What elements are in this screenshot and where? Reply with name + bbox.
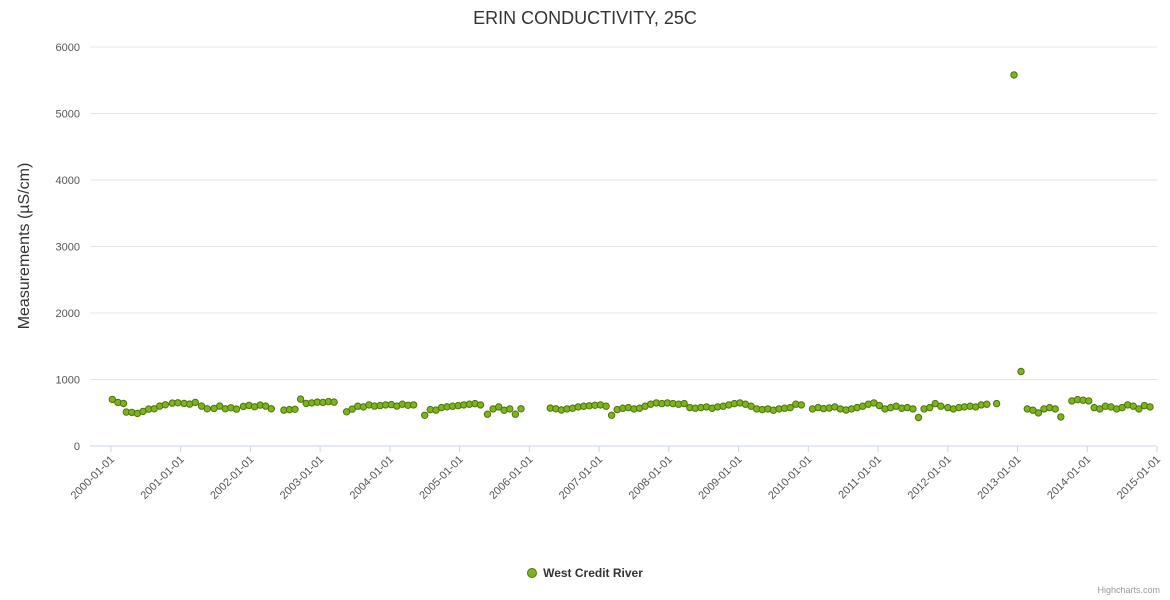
- data-point[interactable]: [348, 405, 356, 413]
- data-point[interactable]: [409, 401, 418, 409]
- x-tick-label: 2014-01-01: [1045, 454, 1093, 502]
- x-tick-label: 2005-01-01: [417, 454, 465, 502]
- data-point[interactable]: [914, 413, 923, 422]
- data-point[interactable]: [511, 410, 520, 418]
- data-point[interactable]: [495, 403, 503, 411]
- data-point[interactable]: [330, 398, 338, 406]
- x-tick-label: 2015-01-01: [1115, 454, 1163, 502]
- y-tick-label: 2000: [56, 308, 80, 320]
- x-tick-label: 2009-01-01: [696, 454, 744, 502]
- data-point[interactable]: [1146, 403, 1154, 411]
- chart-title: ERIN CONDUCTIVITY, 25C: [473, 8, 697, 28]
- x-tick-label: 2006-01-01: [487, 454, 535, 502]
- x-tick-label: 2004-01-01: [348, 454, 396, 502]
- data-point[interactable]: [1010, 71, 1018, 79]
- legend-marker-icon: [527, 568, 538, 578]
- data-point[interactable]: [267, 405, 275, 413]
- data-point[interactable]: [1051, 405, 1059, 413]
- data-point[interactable]: [607, 411, 616, 419]
- legend-label: West Credit River: [543, 566, 643, 580]
- x-tick-label: 2008-01-01: [627, 454, 675, 502]
- data-point[interactable]: [203, 405, 211, 413]
- data-point[interactable]: [232, 405, 241, 413]
- data-point[interactable]: [937, 402, 945, 410]
- y-tick-label: 3000: [56, 242, 80, 254]
- data-point[interactable]: [1057, 413, 1065, 421]
- y-tick-label: 4000: [56, 175, 80, 187]
- data-point[interactable]: [983, 400, 991, 408]
- data-point[interactable]: [1017, 367, 1025, 376]
- data-point[interactable]: [602, 402, 610, 410]
- data-point[interactable]: [1135, 405, 1143, 413]
- data-point[interactable]: [1034, 409, 1043, 417]
- x-tick-label: 2010-01-01: [766, 454, 814, 502]
- data-point[interactable]: [1085, 397, 1093, 405]
- data-point[interactable]: [875, 401, 884, 410]
- data-point[interactable]: [291, 405, 299, 413]
- y-tick-label: 5000: [56, 109, 80, 121]
- data-point[interactable]: [483, 410, 492, 418]
- data-point[interactable]: [517, 405, 525, 413]
- data-point[interactable]: [119, 399, 128, 408]
- data-point[interactable]: [786, 403, 794, 412]
- data-point[interactable]: [992, 399, 1001, 408]
- data-point[interactable]: [421, 411, 429, 419]
- data-point[interactable]: [680, 399, 688, 408]
- x-tick-label: 2013-01-01: [975, 454, 1023, 502]
- data-point[interactable]: [909, 405, 917, 413]
- y-tick-label: 0: [74, 441, 80, 453]
- data-point[interactable]: [108, 395, 117, 404]
- data-point[interactable]: [797, 401, 805, 409]
- x-tick-label: 2011-01-01: [836, 454, 884, 502]
- data-point[interactable]: [296, 395, 305, 403]
- x-tick-label: 2007-01-01: [557, 454, 605, 502]
- legend-item-west-credit-river[interactable]: West Credit River: [0, 566, 1170, 580]
- x-tick-label: 2002-01-01: [208, 454, 256, 502]
- x-tick-label: 2012-01-01: [906, 454, 954, 502]
- data-point[interactable]: [506, 405, 514, 413]
- data-point[interactable]: [161, 401, 170, 409]
- x-tick-label: 2001-01-01: [139, 454, 187, 502]
- data-point[interactable]: [191, 398, 200, 407]
- y-tick-label: 1000: [56, 375, 80, 387]
- data-point[interactable]: [476, 401, 485, 409]
- data-point[interactable]: [174, 399, 182, 407]
- highcharts-credits-link[interactable]: Highcharts.com: [1097, 585, 1160, 595]
- y-tick-label: 6000: [56, 42, 80, 54]
- x-tick-label: 2003-01-01: [278, 454, 326, 502]
- data-point[interactable]: [926, 403, 934, 412]
- x-tick-label: 2000-01-01: [69, 454, 117, 502]
